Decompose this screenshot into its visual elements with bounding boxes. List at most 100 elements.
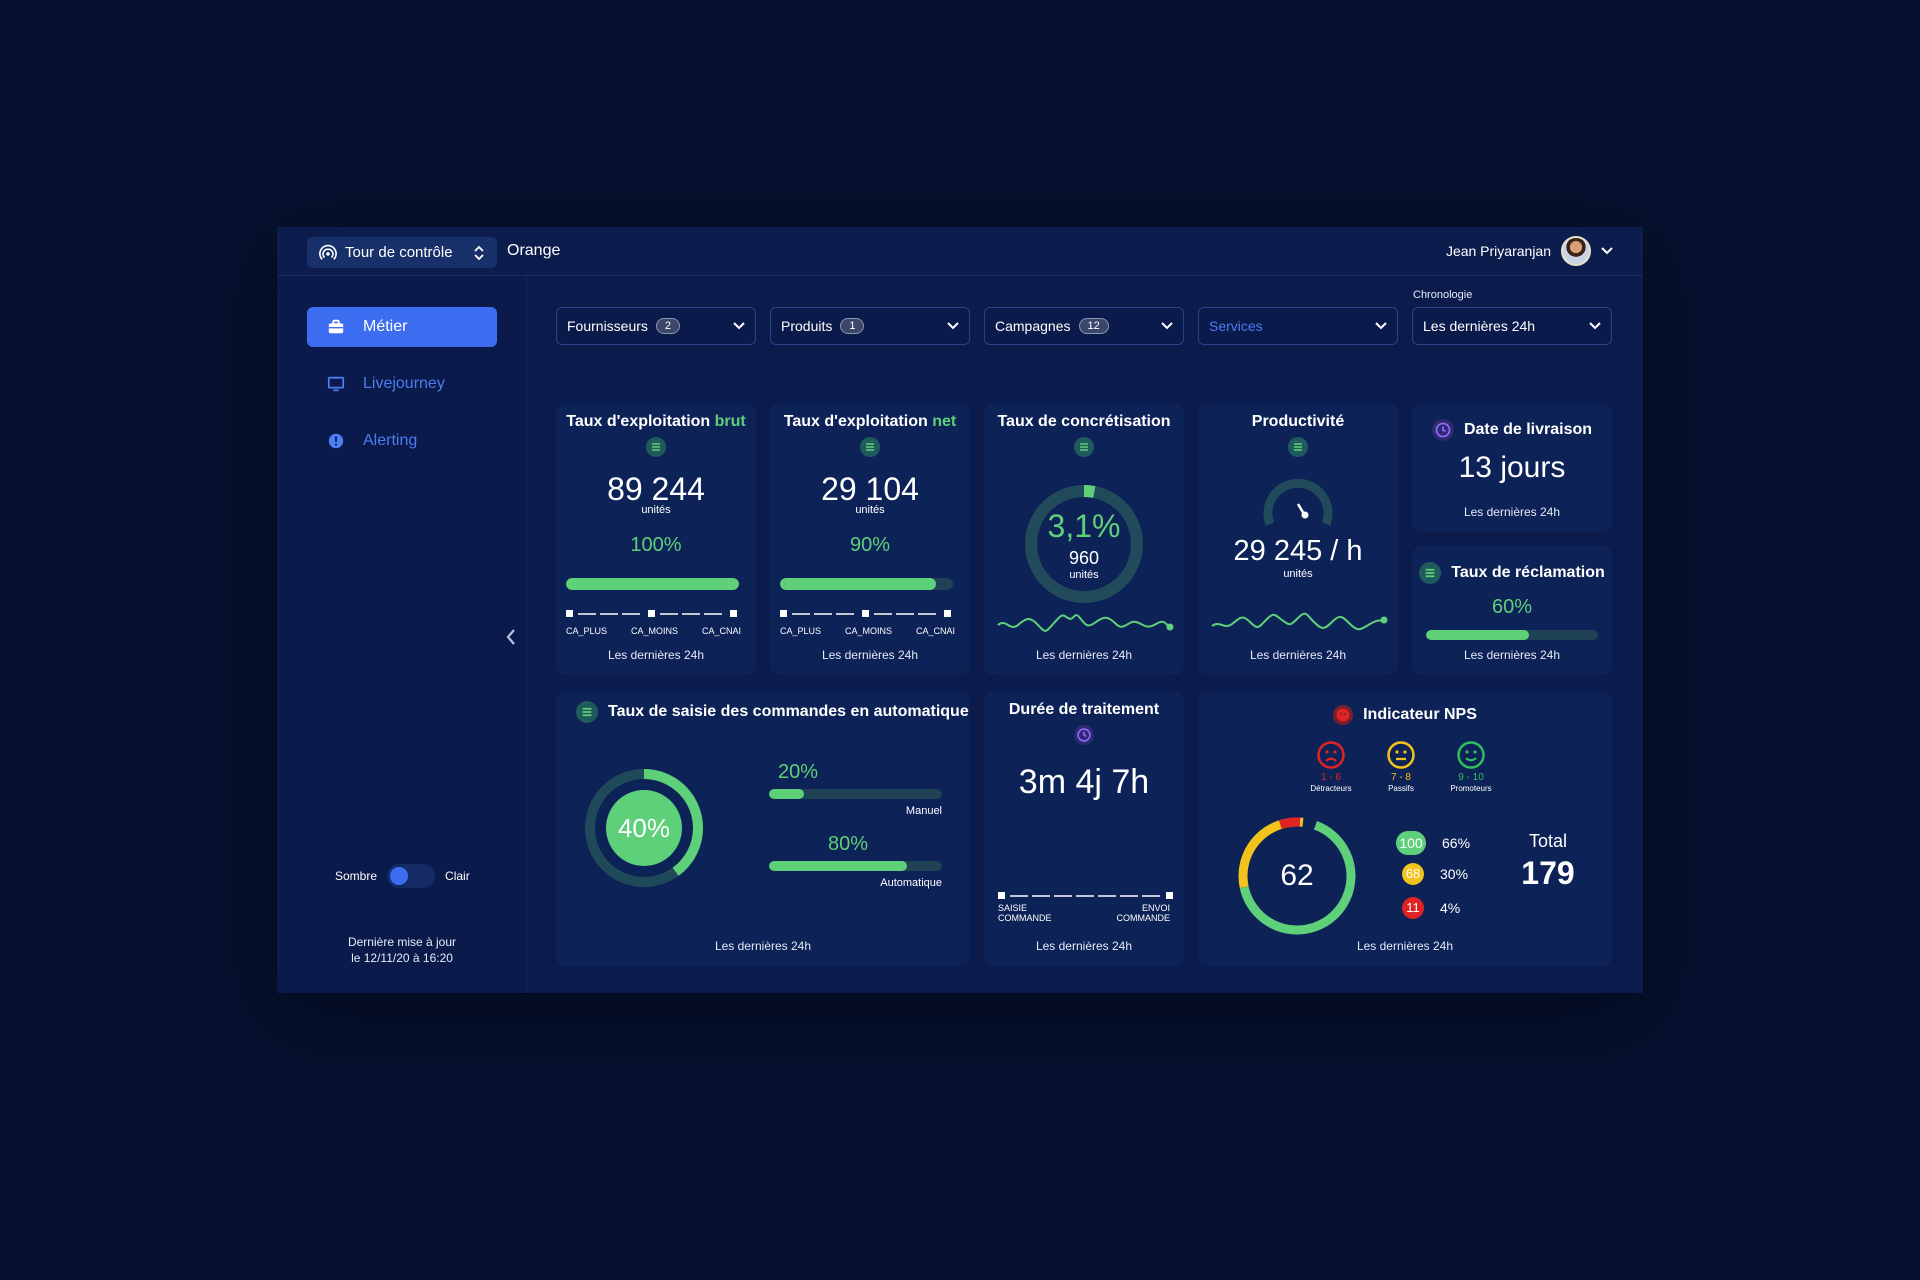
card-title: Productivité bbox=[1251, 413, 1345, 430]
category-caption: 1 - 6 Détracteurs bbox=[1301, 772, 1361, 794]
product-switcher[interactable]: Tour de contrôle bbox=[307, 237, 497, 268]
breakdown-percent: 66% bbox=[1442, 835, 1471, 851]
step-label: CA_CNAI bbox=[915, 626, 955, 636]
menu-icon[interactable] bbox=[576, 701, 598, 723]
last-update-line1: Dernière mise à jour bbox=[347, 935, 457, 949]
filter-services[interactable]: Services bbox=[1198, 307, 1398, 345]
kpi-value: 29 104 bbox=[821, 471, 919, 507]
chevron-down-icon bbox=[1589, 322, 1601, 330]
kpi-unit: unités bbox=[855, 504, 885, 516]
auto-label: Automatique bbox=[880, 877, 942, 889]
briefcase-icon bbox=[328, 319, 344, 334]
menu-icon[interactable] bbox=[1288, 437, 1308, 457]
brand-name: Orange bbox=[507, 242, 561, 259]
chevron-down-icon bbox=[947, 322, 959, 330]
category-range: 9 - 10 bbox=[1458, 772, 1484, 783]
card-exploitation-net: Taux d'exploitation net 29 104 unités 90… bbox=[770, 403, 970, 675]
card-title: Taux de saisie des commandes en automati… bbox=[608, 703, 969, 720]
filter-fournisseurs[interactable]: Fournisseurs 2 bbox=[556, 307, 756, 345]
card-title: Taux de réclamation bbox=[1451, 564, 1605, 581]
monitor-icon bbox=[327, 376, 345, 392]
card-duree: Durée de traitement 3m 4j 7h SAISIE COMMA… bbox=[984, 691, 1184, 966]
sparkline bbox=[1211, 612, 1388, 631]
menu-icon[interactable] bbox=[1074, 437, 1094, 457]
step-label: CA_MOINS bbox=[631, 626, 679, 636]
card-header: Taux de réclamation bbox=[1412, 562, 1612, 584]
nps-breakdown: 100 66% 68 30% 11 4% bbox=[1396, 829, 1470, 925]
menu-icon[interactable] bbox=[860, 437, 880, 457]
steps-labels: CA_PLUS CA_MOINS CA_CNAI bbox=[780, 626, 955, 636]
gauge-value: 960 bbox=[1068, 548, 1100, 568]
card-header: Taux de saisie des commandes en automati… bbox=[576, 701, 970, 723]
card-period: Les dernières 24h bbox=[607, 648, 705, 662]
sidebar-item-livejourney[interactable]: Livejourney bbox=[307, 364, 497, 404]
card-period: Les dernières 24h bbox=[1035, 939, 1133, 953]
gauge-arc bbox=[1025, 485, 1143, 603]
gauge-unit: unités bbox=[1069, 569, 1099, 581]
card-title: Indicateur NPS bbox=[1363, 706, 1477, 723]
kpi-unit: unités bbox=[1283, 568, 1313, 580]
total-label: Total bbox=[1528, 831, 1568, 851]
clock-icon bbox=[1431, 419, 1454, 441]
sidebar-item-metier[interactable]: Métier bbox=[307, 307, 497, 347]
card-title: Taux d'exploitation brut bbox=[566, 413, 746, 430]
card-reclamation: Taux de réclamation 60% Les dernières 24… bbox=[1412, 546, 1612, 675]
kpi-value: 89 244 bbox=[607, 471, 705, 507]
card-saisie-auto: Taux de saisie des commandes en automati… bbox=[556, 691, 970, 966]
filter-chronologie[interactable]: Les dernières 24h bbox=[1412, 307, 1612, 345]
progress-bar bbox=[1426, 630, 1598, 640]
top-bar: Tour de contrôle Orange Jean Priyaranjan bbox=[277, 227, 1643, 276]
card-title: Taux de concrétisation bbox=[997, 413, 1171, 430]
category-label: Détracteurs bbox=[1310, 784, 1352, 793]
donut-arc bbox=[585, 769, 703, 887]
breakdown-row: 11 4% bbox=[1396, 891, 1470, 925]
chevron-down-icon[interactable] bbox=[1601, 247, 1613, 255]
filter-label: Campagnes bbox=[995, 318, 1071, 334]
sidebar-item-alerting[interactable]: Alerting bbox=[307, 421, 497, 461]
filter-produits[interactable]: Produits 1 bbox=[770, 307, 970, 345]
filter-label: Les dernières 24h bbox=[1423, 318, 1536, 334]
menu-icon[interactable] bbox=[646, 437, 666, 457]
card-period: Les dernières 24h bbox=[821, 648, 919, 662]
kpi-value: 13 jours bbox=[1458, 451, 1566, 484]
filter-campagnes[interactable]: Campagnes 12 bbox=[984, 307, 1184, 345]
card-nps: Indicateur NPS 1 - 6 Détracteurs 7 - 8 P… bbox=[1198, 691, 1612, 966]
count-badge: 68 bbox=[1402, 863, 1424, 885]
sidebar: Métier Livejourney Alerting Sombre Clair… bbox=[277, 276, 527, 993]
breakdown-percent: 30% bbox=[1440, 866, 1469, 882]
broadcast-icon bbox=[319, 244, 337, 260]
card-period: Les dernières 24h bbox=[1249, 648, 1347, 662]
step-label: CA_CNAI bbox=[701, 626, 741, 636]
sparkline bbox=[997, 614, 1174, 632]
alert-icon bbox=[328, 433, 344, 449]
kpi-unit: unités bbox=[641, 504, 671, 516]
filter-count-badge: 2 bbox=[655, 318, 681, 334]
filter-label: Produits bbox=[781, 318, 833, 334]
app-window: Tour de contrôle Orange Jean Priyaranjan… bbox=[277, 227, 1643, 993]
sad-face-icon bbox=[1317, 741, 1345, 769]
sidebar-item-label: Alerting bbox=[363, 432, 418, 449]
saisie-donut bbox=[585, 769, 703, 887]
collapse-sidebar-icon[interactable] bbox=[505, 628, 517, 652]
card-livraison: Date de livraison 13 jours Les dernières… bbox=[1412, 403, 1612, 532]
breakdown-percent: 4% bbox=[1440, 900, 1461, 916]
breakdown-row: 68 30% bbox=[1396, 857, 1470, 891]
category-range: 1 - 6 bbox=[1320, 772, 1341, 783]
chevron-down-icon bbox=[1161, 322, 1173, 330]
sidebar-item-label: Métier bbox=[363, 318, 408, 335]
title-accent: brut bbox=[714, 413, 746, 430]
title-accent: net bbox=[932, 413, 957, 430]
step-label: CA_PLUS bbox=[780, 626, 822, 636]
total-value: 179 bbox=[1521, 855, 1575, 891]
user-menu[interactable]: Jean Priyaranjan bbox=[1446, 236, 1613, 266]
speedometer-icon bbox=[1263, 478, 1333, 526]
theme-toggle[interactable] bbox=[387, 864, 436, 888]
concretisation-gauge bbox=[1025, 485, 1143, 603]
toggle-knob bbox=[390, 867, 409, 885]
user-name: Jean Priyaranjan bbox=[1445, 243, 1551, 259]
menu-icon[interactable] bbox=[1419, 562, 1442, 584]
card-productivite: Productivité 29 245 / h unités Les derni… bbox=[1198, 403, 1398, 675]
steps-timeline bbox=[780, 610, 951, 617]
avatar[interactable] bbox=[1561, 236, 1591, 266]
clock-icon bbox=[1074, 725, 1094, 745]
